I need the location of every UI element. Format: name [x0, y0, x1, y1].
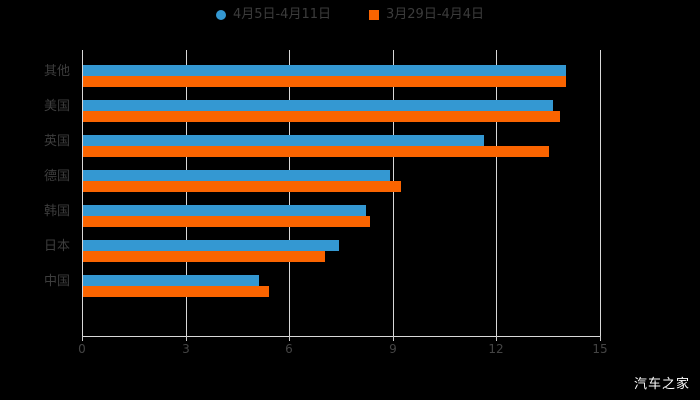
x-tick-mark [600, 336, 601, 341]
category-label: 德国 [43, 169, 70, 184]
x-tick-label: 0 [78, 342, 86, 356]
gridline [289, 50, 290, 336]
bar-series-2[interactable] [83, 76, 567, 87]
gridline [186, 50, 187, 336]
gridline [393, 50, 394, 336]
category-label: 英国 [43, 134, 70, 149]
legend-label-series-2: 3月29日-4月4日 [386, 7, 485, 22]
bar-series-1[interactable] [83, 240, 339, 251]
x-tick-mark [186, 336, 187, 341]
x-tick-label: 9 [389, 342, 397, 356]
legend-item-series-2[interactable]: 3月29日-4月4日 [369, 8, 484, 21]
gridline [496, 50, 497, 336]
x-tick-label: 6 [285, 342, 293, 356]
bar-series-1[interactable] [83, 170, 391, 181]
category-label: 美国 [43, 99, 70, 114]
bar-series-2[interactable] [83, 251, 325, 262]
bar-group: 中国 [44, 265, 600, 300]
bar-series-2[interactable] [83, 181, 401, 192]
y-axis-line [82, 50, 83, 336]
category-label: 韩国 [43, 204, 70, 219]
x-tick-label: 12 [488, 342, 504, 356]
x-tick-label: 15 [592, 342, 608, 356]
bar-series-2[interactable] [83, 286, 270, 297]
legend-item-series-1[interactable]: 4月5日-4月11日 [215, 7, 331, 22]
x-tick-mark [289, 336, 290, 341]
x-tick-label: 3 [182, 342, 190, 356]
watermark: 汽车之家 [633, 377, 690, 392]
x-tick-mark [393, 336, 394, 341]
bar-series-1[interactable] [83, 135, 484, 146]
bar-series-1[interactable] [83, 100, 553, 111]
bar-group: 其他 [44, 55, 600, 90]
legend-label-series-1: 4月5日-4月11日 [232, 7, 331, 22]
x-tick-mark [496, 336, 497, 341]
category-label: 日本 [43, 239, 70, 254]
bar-group: 英国 [44, 125, 600, 160]
bar-series-2[interactable] [83, 216, 370, 227]
chart-plot-area: 0 3 6 9 12 15 其他美国英国德国韩国日本中国 [44, 50, 608, 356]
chart-legend: 4月5日-4月11日 3月29日-4月4日 [0, 8, 700, 21]
bar-group: 日本 [44, 230, 600, 265]
bar-group: 韩国 [44, 195, 600, 230]
bar-group: 美国 [44, 90, 600, 125]
bar-series-1[interactable] [83, 205, 367, 216]
category-label: 中国 [43, 274, 70, 289]
bar-series-2[interactable] [83, 146, 550, 157]
legend-marker-square-icon [369, 9, 379, 20]
x-axis-line [82, 336, 600, 337]
gridline [600, 50, 601, 336]
x-tick-mark [82, 336, 83, 341]
bar-series-1[interactable] [83, 65, 567, 76]
category-label: 其他 [43, 64, 70, 79]
bar-series-2[interactable] [83, 111, 560, 122]
bar-series-1[interactable] [83, 275, 260, 286]
legend-marker-circle-icon [215, 9, 226, 20]
bar-group: 德国 [44, 160, 600, 195]
